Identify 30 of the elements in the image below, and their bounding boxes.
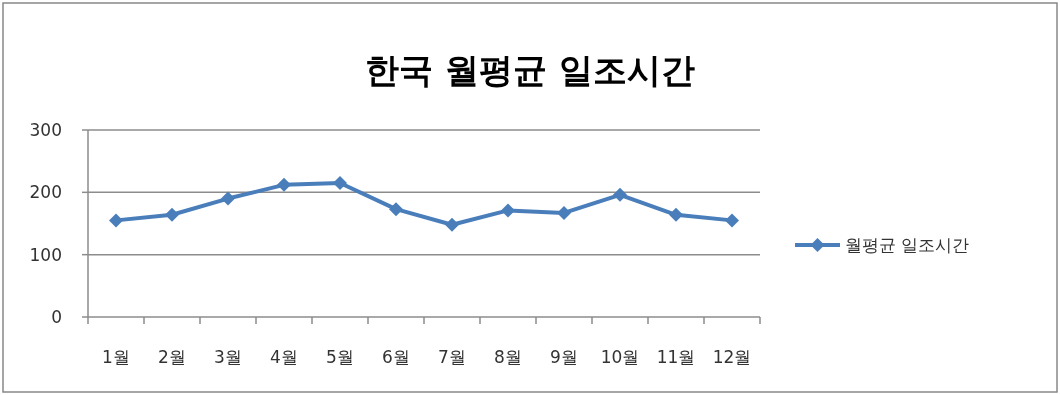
x-tick-label: 10월 (600, 347, 640, 367)
x-tick-label: 11월 (656, 347, 696, 367)
x-tick-label: 7월 (438, 347, 466, 367)
y-tick-label: 300 (29, 120, 62, 140)
point (725, 213, 739, 228)
point (445, 217, 459, 232)
y-tick-label: 100 (29, 244, 62, 265)
y-tick-label: 0 (51, 307, 62, 327)
legend-label: 월평균 일조시간 (845, 235, 970, 255)
x-tick-label: 3월 (214, 347, 242, 367)
point (389, 202, 403, 217)
point (557, 205, 571, 220)
x-tick-label: 5월 (326, 347, 354, 367)
x-tick-label: 4월 (270, 347, 298, 367)
point (277, 177, 291, 192)
y-tick-label: 200 (29, 182, 62, 203)
x-tick-label: 8월 (494, 347, 522, 367)
x-tick-label: 6월 (382, 347, 410, 367)
point (221, 191, 235, 206)
point (333, 175, 347, 190)
chart-title: 한국 월평균 일조시간 (365, 50, 695, 90)
point (109, 213, 123, 228)
x-tick-label: 9월 (550, 347, 578, 367)
x-tick-label: 1월 (102, 347, 130, 367)
x-tick-label: 12월 (712, 347, 752, 367)
point (613, 187, 627, 202)
x-tick-label: 2월 (158, 347, 186, 367)
point (501, 203, 515, 218)
point (669, 207, 683, 222)
point (165, 207, 179, 222)
